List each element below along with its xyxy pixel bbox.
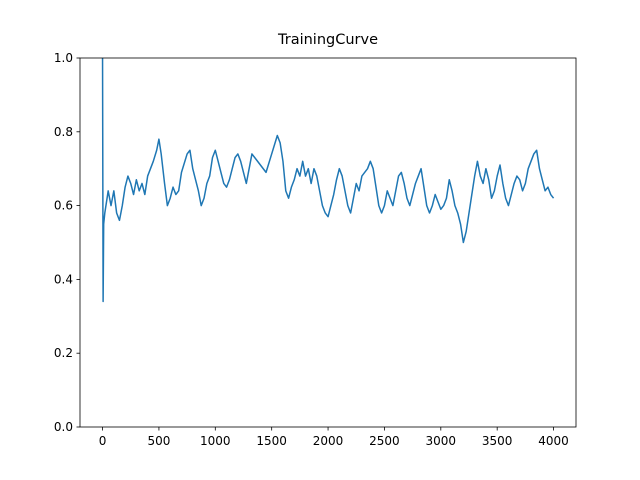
chart-title: TrainingCurve bbox=[277, 32, 378, 48]
y-tick-label: 0.8 bbox=[54, 125, 73, 139]
x-tick-label: 4000 bbox=[538, 434, 569, 448]
x-tick-label: 3500 bbox=[482, 434, 513, 448]
x-tick-label: 2500 bbox=[369, 434, 400, 448]
y-tick-label: 1.0 bbox=[54, 51, 73, 65]
x-tick-label: 500 bbox=[147, 434, 170, 448]
y-tick-label: 0.0 bbox=[54, 420, 73, 434]
x-tick-label: 3000 bbox=[426, 434, 457, 448]
x-tick-label: 0 bbox=[99, 434, 107, 448]
x-tick-label: 1500 bbox=[256, 434, 287, 448]
training-line bbox=[101, 57, 555, 303]
y-tick-label: 0.4 bbox=[54, 272, 73, 286]
axes-frame bbox=[79, 57, 577, 428]
y-tick-label: 0.2 bbox=[54, 346, 73, 360]
x-tick-label: 1000 bbox=[200, 434, 231, 448]
x-tick-label: 2000 bbox=[313, 434, 344, 448]
y-tick-label: 0.6 bbox=[54, 199, 73, 213]
